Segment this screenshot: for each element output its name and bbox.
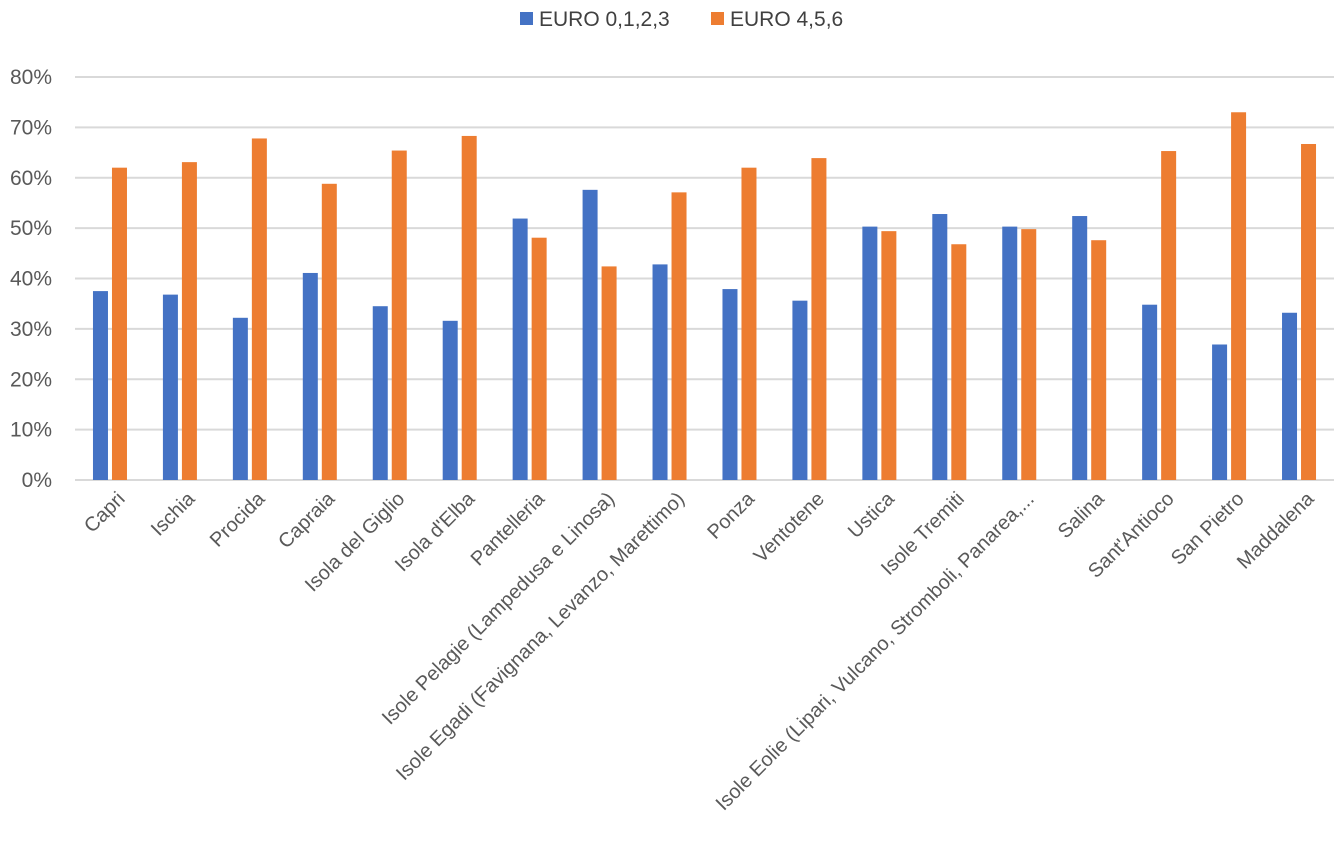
- bar-euro-4-6: [1301, 143, 1317, 480]
- legend-label: EURO 4,5,6: [730, 8, 843, 31]
- bar-euro-0-3: [162, 294, 178, 480]
- bar-euro-4-6: [811, 158, 827, 480]
- bar-euro-0-3: [932, 214, 948, 480]
- legend: EURO 0,1,2,3 EURO 4,5,6: [520, 8, 843, 31]
- bar-euro-4-6: [1021, 229, 1037, 480]
- bar-euro-0-3: [302, 272, 318, 480]
- x-tick-label: Procida: [206, 487, 270, 551]
- x-tick-label: Capri: [80, 488, 129, 537]
- bar-euro-0-3: [372, 306, 388, 480]
- gridlines: [75, 76, 1334, 481]
- bar-euro-4-6: [671, 192, 687, 480]
- x-tick-label: Salina: [1054, 487, 1109, 542]
- legend-label: EURO 0,1,2,3: [539, 8, 670, 31]
- bar-euro-4-6: [951, 244, 967, 480]
- bar-euro-0-3: [652, 264, 668, 480]
- bar-euro-0-3: [1072, 216, 1088, 480]
- bar-euro-4-6: [531, 237, 547, 480]
- bar-euro-0-3: [1282, 312, 1298, 480]
- bar-euro-4-6: [1091, 240, 1107, 480]
- bar-euro-0-3: [792, 300, 808, 480]
- bar-euro-0-3: [1002, 226, 1018, 480]
- bar-euro-4-6: [321, 183, 337, 481]
- x-tick-label: Isole Eolie (Lipari, Vulcano, Stromboli,…: [712, 488, 1039, 815]
- bar-euro-4-6: [1231, 112, 1247, 480]
- bar-euro-4-6: [391, 150, 407, 481]
- y-axis: 0% 10% 20% 30% 40% 50% 60% 70% 80%: [10, 66, 52, 492]
- bar-euro-4-6: [181, 162, 197, 481]
- bar-euro-4-6: [251, 138, 267, 480]
- bar-euro-0-3: [232, 317, 248, 480]
- bar-euro-0-3: [92, 291, 108, 480]
- x-tick-label: Ponza: [703, 487, 759, 543]
- y-tick-label: 40%: [10, 268, 52, 291]
- bar-euro-0-3: [442, 320, 458, 480]
- bar-euro-0-3: [512, 218, 528, 480]
- bar-euro-4-6: [1161, 151, 1177, 480]
- bar-euro-0-3: [582, 189, 598, 480]
- x-tick-label: Ustica: [844, 487, 899, 542]
- y-tick-label: 70%: [10, 116, 52, 139]
- x-tick-label: Maddalena: [1233, 487, 1319, 573]
- bar-euro-4-6: [461, 135, 477, 480]
- bar-euro-4-6: [601, 266, 617, 480]
- bar-euro-4-6: [881, 231, 897, 480]
- bar-euro-0-3: [1142, 304, 1158, 480]
- y-tick-label: 80%: [10, 66, 52, 89]
- y-tick-label: 50%: [10, 217, 52, 240]
- bars: [92, 112, 1317, 481]
- bar-euro-0-3: [862, 226, 878, 480]
- y-tick-label: 10%: [10, 419, 52, 442]
- y-tick-label: 60%: [10, 167, 52, 190]
- x-tick-label: Ventotene: [750, 488, 829, 567]
- x-tick-label: Capraia: [274, 487, 340, 553]
- bar-euro-0-3: [722, 289, 738, 480]
- bar-euro-4-6: [111, 167, 127, 481]
- legend-swatch: [520, 12, 533, 25]
- x-tick-label: Ischia: [147, 487, 200, 540]
- bar-euro-4-6: [741, 167, 757, 481]
- legend-swatch: [711, 12, 724, 25]
- bar-euro-0-3: [1212, 344, 1228, 480]
- y-tick-label: 20%: [10, 368, 52, 391]
- y-tick-label: 30%: [10, 318, 52, 341]
- y-tick-label: 0%: [22, 469, 52, 492]
